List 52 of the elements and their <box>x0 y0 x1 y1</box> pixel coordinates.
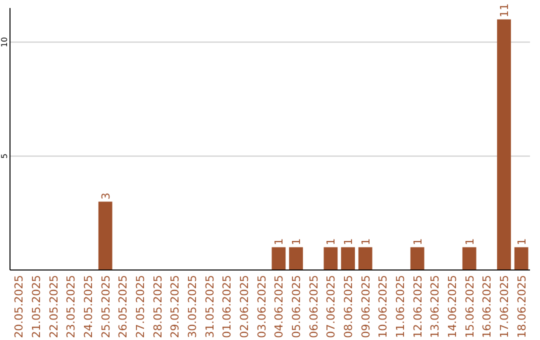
x-tick-label: 11.06.2025 <box>394 275 407 338</box>
data-label: 11 <box>498 3 511 18</box>
x-tick-label: 20.05.2025 <box>12 275 26 338</box>
x-tick-label: 12.06.2025 <box>411 275 424 338</box>
x-tick-label: 15.06.2025 <box>463 275 476 338</box>
x-tick-label: 04.06.2025 <box>272 275 286 338</box>
x-tick-label: 13.06.2025 <box>428 275 442 338</box>
data-label: 1 <box>342 238 355 246</box>
bar <box>358 247 372 270</box>
x-tick-label: 30.05.2025 <box>186 275 199 338</box>
x-tick-label: 18.06.2025 <box>515 275 528 338</box>
x-tick-label: 02.06.2025 <box>238 275 251 338</box>
data-label: 1 <box>324 238 338 246</box>
bar <box>497 19 511 270</box>
x-tick-label: 21.05.2025 <box>30 275 43 338</box>
x-tick-label: 07.06.2025 <box>324 275 338 338</box>
x-tick-label: 22.05.2025 <box>47 275 60 338</box>
y-tick-label: 10 <box>0 37 9 48</box>
x-tick-label: 01.06.2025 <box>220 275 234 338</box>
bar <box>462 247 476 270</box>
data-label: 1 <box>290 238 303 246</box>
y-tick-label: 5 <box>0 154 9 159</box>
bar <box>98 202 112 270</box>
bar <box>289 247 303 270</box>
data-label: 1 <box>272 238 286 246</box>
bar <box>341 247 355 270</box>
x-tick-label: 06.06.2025 <box>307 275 320 338</box>
x-tick-label: 28.05.2025 <box>151 275 164 338</box>
x-tick-label: 27.05.2025 <box>134 275 147 338</box>
x-tick-label: 31.05.2025 <box>203 275 216 338</box>
x-tick-label: 05.06.2025 <box>290 275 303 338</box>
x-tick-label: 23.05.2025 <box>64 275 78 338</box>
x-tick-label: 25.05.2025 <box>99 275 112 338</box>
data-label: 1 <box>515 238 528 246</box>
data-label: 1 <box>359 238 372 246</box>
x-tick-label: 24.05.2025 <box>82 275 95 338</box>
bar <box>514 247 528 270</box>
bar <box>324 247 338 270</box>
x-tick-label: 03.06.2025 <box>255 275 268 338</box>
data-label: 1 <box>411 238 424 246</box>
x-tick-label: 08.06.2025 <box>342 275 355 338</box>
bar <box>272 247 286 270</box>
x-tick-label: 16.06.2025 <box>480 275 494 338</box>
x-tick-label: 26.05.2025 <box>116 275 130 338</box>
x-tick-label: 10.06.2025 <box>376 275 390 338</box>
data-label: 1 <box>463 238 476 246</box>
x-tick-label: 29.05.2025 <box>168 275 182 338</box>
data-label: 3 <box>99 192 112 200</box>
x-tick-label: 17.06.2025 <box>498 275 511 338</box>
x-tick-label: 09.06.2025 <box>359 275 372 338</box>
bar <box>410 247 424 270</box>
x-tick-label: 14.06.2025 <box>446 275 459 338</box>
